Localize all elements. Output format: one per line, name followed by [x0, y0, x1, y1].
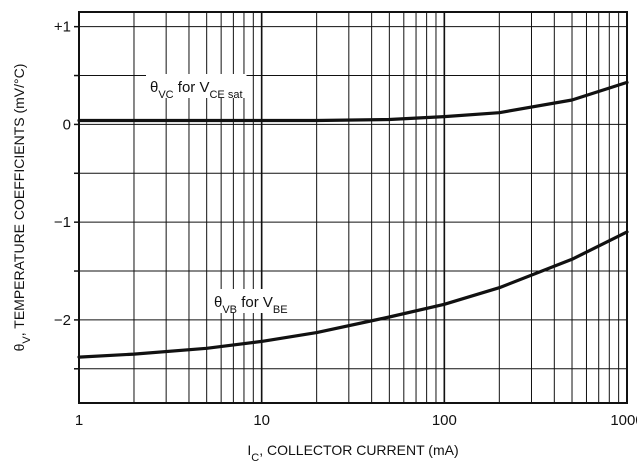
series-label-background — [210, 289, 292, 313]
label-subscript: VC — [158, 89, 173, 101]
label-subscript: CE sat — [209, 89, 242, 101]
series-line-2 — [77, 230, 629, 359]
label-subscript: V — [21, 336, 33, 344]
y-tick-label: −2 — [54, 312, 71, 329]
label-subscript: C — [251, 452, 259, 464]
chart-series — [77, 80, 629, 359]
x-tick-label: 100 — [432, 412, 457, 429]
x-tick-label: 1000 — [610, 412, 637, 429]
y-tick-label: −1 — [54, 214, 71, 231]
label-text: , COLLECTOR CURRENT (mA) — [259, 442, 458, 458]
y-tick-label: +1 — [54, 19, 71, 36]
label-subscript: VB — [222, 304, 237, 316]
series-label-vc: θVC for VCE sat — [150, 79, 243, 101]
series-line-1 — [77, 80, 629, 123]
plot-frame — [78, 11, 628, 404]
x-tick-label: 10 — [253, 412, 270, 429]
x-tick-label: 1 — [75, 412, 83, 429]
label-subscript: BE — [273, 304, 288, 316]
label-text: for V — [237, 294, 273, 311]
y-tick-label: 0 — [63, 116, 71, 133]
x-axis-label: IC, COLLECTOR CURRENT (mA) — [247, 442, 458, 464]
label-text: for V — [174, 79, 210, 96]
chart-labels: 1 10 100 1000 +1 0 −1 −2 IC, COLLECTOR CURRENT (… — [11, 19, 637, 464]
label-text: θ — [214, 294, 222, 311]
chart-grid — [74, 12, 627, 403]
label-text: , TEMPERATURE COEFFICIENTS (mV/°C) — [11, 64, 27, 337]
label-text: θ — [11, 343, 27, 351]
y-axis-label: θV, TEMPERATURE COEFFICIENTS (mV/°C) — [11, 64, 33, 352]
label-text: I — [247, 442, 251, 458]
series-label-background — [146, 74, 247, 98]
series-label-vb: θVB for VBE — [214, 294, 288, 316]
label-text: θ — [150, 79, 158, 96]
